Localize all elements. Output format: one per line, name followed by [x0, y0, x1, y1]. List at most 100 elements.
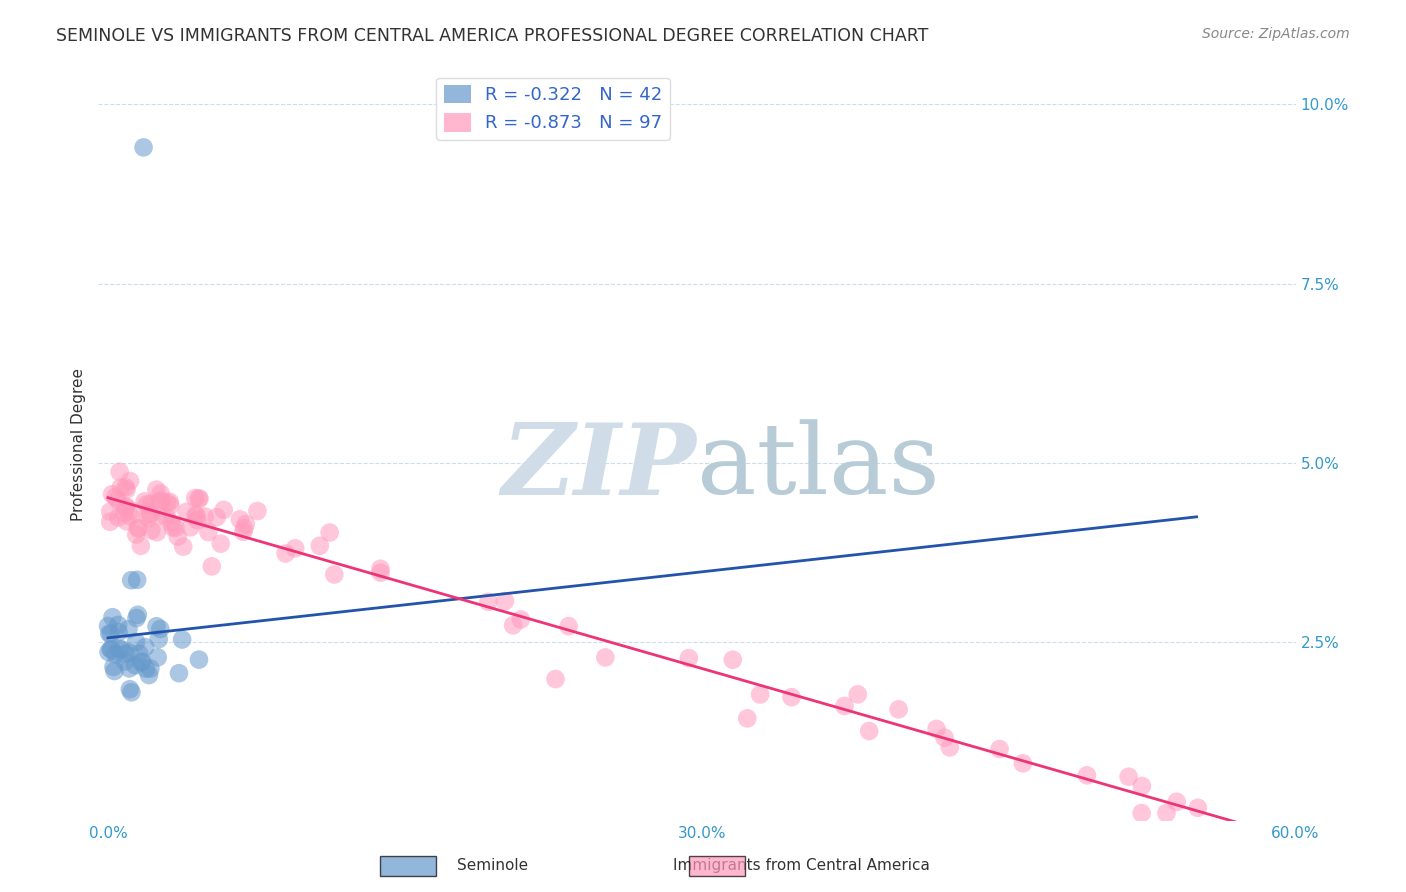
Seminole: [124, 658, 146, 673]
Seminole: [97, 619, 120, 633]
Immigrants from Central America: [274, 546, 297, 560]
Immigrants from Central America: [194, 509, 217, 524]
Seminole: [100, 627, 122, 641]
Immigrants from Central America: [112, 506, 135, 520]
Immigrants from Central America: [595, 650, 617, 665]
Seminole: [149, 622, 172, 636]
Immigrants from Central America: [1130, 805, 1153, 820]
Seminole: [131, 655, 153, 669]
Immigrants from Central America: [108, 465, 131, 479]
Seminole: [117, 622, 139, 636]
Immigrants from Central America: [939, 740, 962, 755]
Immigrants from Central America: [186, 508, 208, 523]
Immigrants from Central America: [180, 520, 202, 534]
Y-axis label: Professional Degree: Professional Degree: [72, 368, 86, 522]
Immigrants from Central America: [114, 500, 136, 515]
Immigrants from Central America: [1156, 805, 1178, 820]
Seminole: [167, 666, 190, 681]
Immigrants from Central America: [98, 504, 121, 518]
Immigrants from Central America: [172, 540, 194, 554]
Immigrants from Central America: [188, 491, 211, 506]
Immigrants from Central America: [107, 510, 129, 524]
Immigrants from Central America: [186, 513, 208, 527]
Immigrants from Central America: [557, 619, 579, 633]
Immigrants from Central America: [934, 731, 956, 745]
Immigrants from Central America: [107, 493, 129, 508]
Immigrants from Central America: [125, 527, 148, 541]
Immigrants from Central America: [735, 711, 758, 725]
Immigrants from Central America: [120, 509, 142, 524]
Immigrants from Central America: [110, 481, 132, 495]
Seminole: [101, 610, 124, 624]
Seminole: [139, 661, 162, 675]
Immigrants from Central America: [235, 516, 257, 531]
Immigrants from Central America: [197, 525, 219, 540]
Immigrants from Central America: [749, 688, 772, 702]
Immigrants from Central America: [201, 559, 224, 574]
Immigrants from Central America: [229, 512, 252, 526]
Seminole: [138, 668, 160, 682]
Seminole: [120, 573, 142, 587]
Immigrants from Central America: [115, 500, 138, 514]
Immigrants from Central America: [509, 613, 531, 627]
Immigrants from Central America: [149, 486, 172, 500]
Immigrants from Central America: [134, 494, 156, 508]
Immigrants from Central America: [1130, 779, 1153, 793]
Seminole: [97, 645, 120, 659]
Seminole: [125, 611, 148, 625]
Immigrants from Central America: [232, 524, 254, 539]
Immigrants from Central America: [1012, 756, 1035, 771]
Seminole: [98, 626, 121, 640]
Immigrants from Central America: [166, 530, 188, 544]
Immigrants from Central America: [187, 491, 209, 506]
Immigrants from Central America: [1076, 768, 1098, 782]
Seminole: [145, 619, 167, 633]
Immigrants from Central America: [721, 653, 744, 667]
Immigrants from Central America: [138, 506, 160, 520]
Immigrants from Central America: [101, 487, 124, 501]
Immigrants from Central America: [318, 525, 340, 540]
Seminole: [104, 648, 127, 662]
Immigrants from Central America: [136, 511, 159, 525]
Immigrants from Central America: [846, 687, 869, 701]
Text: atlas: atlas: [697, 419, 939, 516]
Seminole: [121, 685, 143, 699]
Seminole: [129, 655, 152, 669]
Seminole: [132, 140, 155, 154]
Immigrants from Central America: [284, 541, 307, 556]
Seminole: [148, 632, 170, 646]
Immigrants from Central America: [162, 520, 184, 534]
Immigrants from Central America: [544, 672, 567, 686]
Immigrants from Central America: [1166, 795, 1188, 809]
Seminole: [127, 607, 149, 622]
Seminole: [107, 617, 129, 632]
Immigrants from Central America: [127, 521, 149, 535]
Immigrants from Central America: [104, 490, 127, 504]
Text: SEMINOLE VS IMMIGRANTS FROM CENTRAL AMERICA PROFESSIONAL DEGREE CORRELATION CHAR: SEMINOLE VS IMMIGRANTS FROM CENTRAL AMER…: [56, 27, 928, 45]
Immigrants from Central America: [246, 504, 269, 518]
Seminole: [100, 642, 122, 657]
Immigrants from Central America: [988, 742, 1011, 756]
Seminole: [172, 632, 194, 647]
Immigrants from Central America: [165, 521, 187, 535]
Seminole: [107, 625, 129, 640]
Seminole: [103, 660, 125, 674]
Immigrants from Central America: [212, 503, 235, 517]
Immigrants from Central America: [129, 539, 152, 553]
Immigrants from Central America: [115, 483, 138, 497]
Immigrants from Central America: [477, 595, 499, 609]
Seminole: [114, 647, 136, 661]
Seminole: [188, 652, 211, 666]
Seminole: [118, 646, 141, 660]
Seminole: [108, 642, 131, 657]
Seminole: [118, 682, 141, 697]
Immigrants from Central America: [159, 499, 181, 513]
Immigrants from Central America: [205, 510, 228, 524]
Immigrants from Central America: [139, 497, 162, 511]
Text: ZIP: ZIP: [502, 419, 697, 516]
Immigrants from Central America: [834, 698, 856, 713]
Seminole: [146, 650, 169, 665]
Immigrants from Central America: [135, 497, 157, 511]
Text: Seminole: Seminole: [457, 858, 527, 872]
Immigrants from Central America: [149, 494, 172, 508]
